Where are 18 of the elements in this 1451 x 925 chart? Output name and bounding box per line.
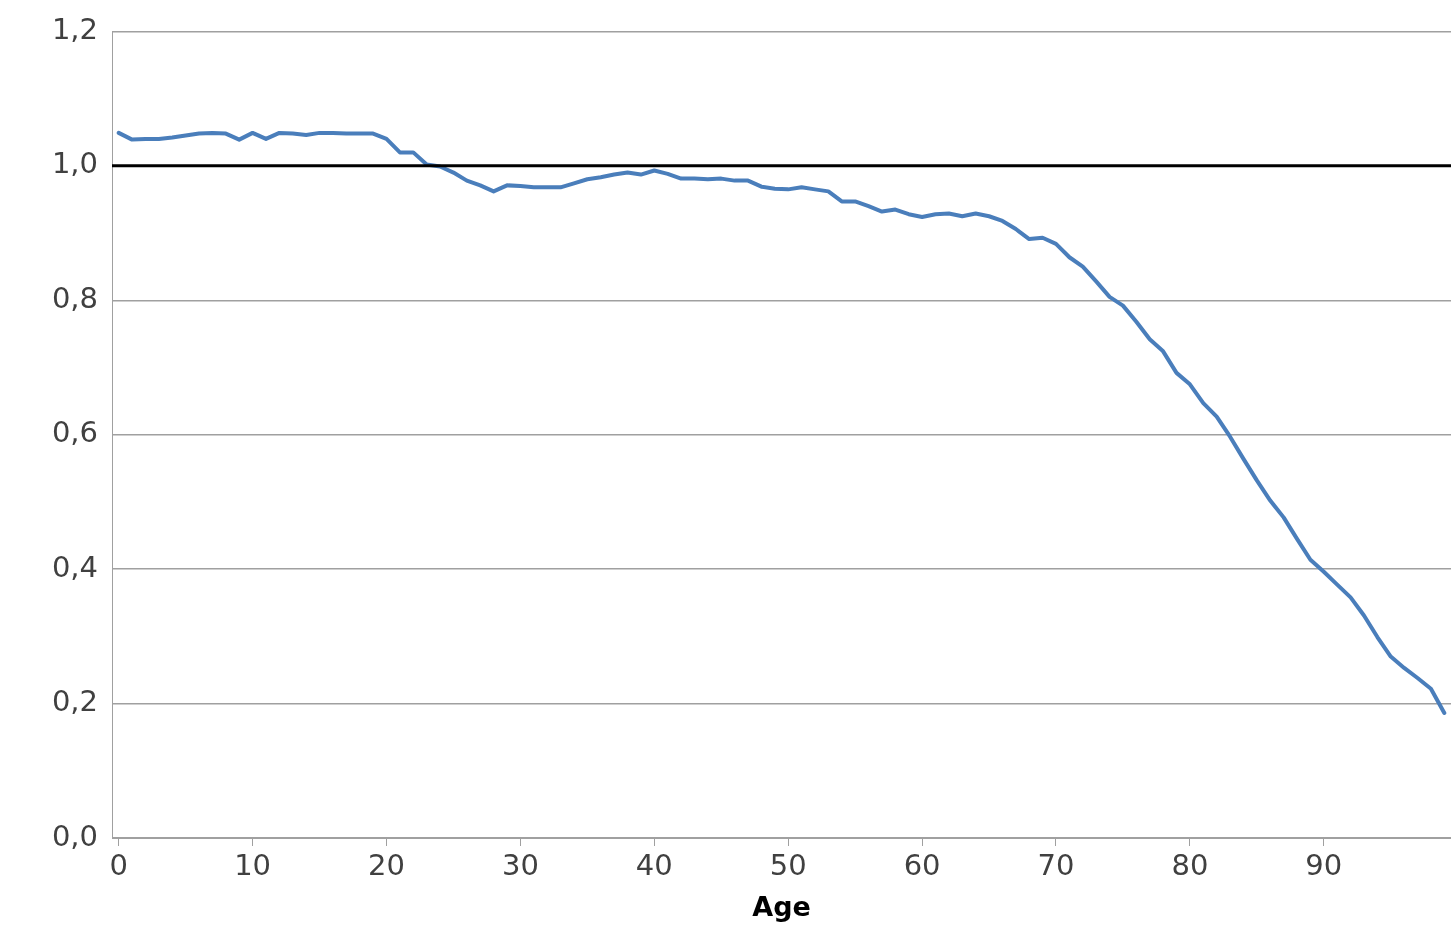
y-tick-label: 0,6 [51,415,98,450]
y-tick-label: 0,8 [51,280,98,315]
x-tick-label: 40 [635,847,673,882]
y-tick-label: 0,2 [51,684,98,719]
y-tick-label: 1,0 [51,146,98,181]
x-tick-label: 50 [769,847,807,882]
y-tick-label: 1,2 [51,11,98,46]
x-tick-label: 80 [1171,847,1209,882]
x-tick-label: 90 [1305,847,1343,882]
x-tick-label: 10 [234,847,272,882]
x-tick-label: 70 [1037,847,1075,882]
x-tick-label: 60 [903,847,941,882]
y-tick-label: 0,4 [51,549,98,584]
x-tick-label: 30 [501,847,539,882]
x-tick-label: 20 [368,847,405,882]
x-tick-label: 0 [109,847,128,882]
x-axis-title: Age [752,890,811,922]
y-tick-label: 0,0 [51,818,98,853]
